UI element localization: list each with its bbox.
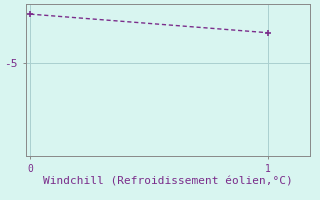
- X-axis label: Windchill (Refroidissement éolien,°C): Windchill (Refroidissement éolien,°C): [43, 176, 293, 186]
